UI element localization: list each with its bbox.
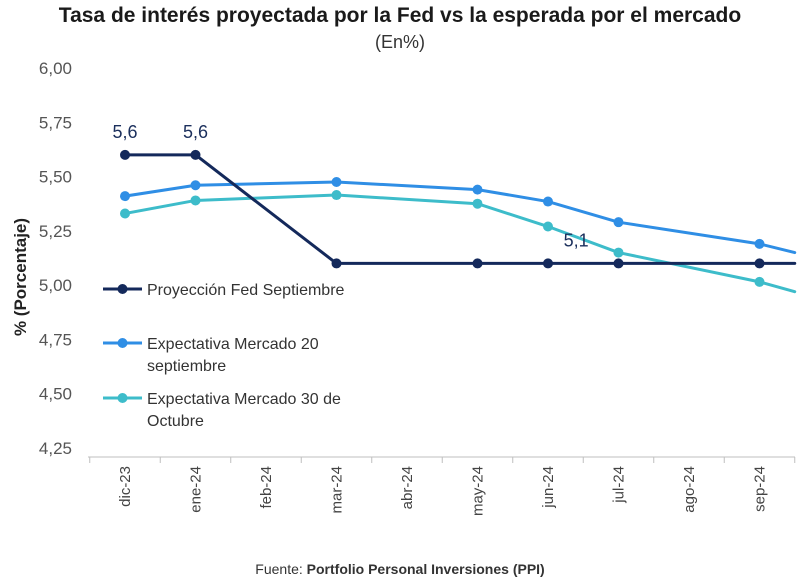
data-point [331, 190, 342, 201]
data-point [613, 258, 624, 269]
data-point [613, 217, 624, 228]
chart-subtitle: (En%) [375, 32, 425, 52]
x-axis: dic-23 ene-24 feb-24 mar-24 abr-24 may-24 jun-… [88, 456, 796, 516]
series-line [123, 153, 797, 265]
x-tick-label: dic-23 [117, 466, 134, 507]
legend-label: Proyección Fed Septiembre [147, 282, 345, 299]
x-tick-label: sep-24 [752, 466, 769, 512]
data-point [543, 221, 553, 232]
data-point [190, 195, 201, 206]
x-tick-label: may-24 [470, 466, 487, 516]
data-label: 5,6 [112, 122, 137, 142]
y-tick-label: 5,50 [39, 168, 72, 187]
data-point [472, 258, 483, 269]
legend-label: Expectativa Mercado 20 [147, 336, 319, 353]
x-tick-label: ago-24 [681, 466, 698, 513]
data-point [543, 258, 553, 269]
data-point [190, 180, 201, 191]
series-line [123, 180, 797, 255]
data-point [120, 191, 130, 202]
data-label: 5,1 [564, 230, 589, 250]
data-point [754, 238, 765, 249]
series-layer [120, 149, 797, 294]
data-point [543, 196, 553, 207]
data-label: 5,6 [183, 122, 208, 142]
legend-label: Octubre [147, 413, 204, 430]
x-tick-label: abr-24 [399, 466, 416, 509]
data-point [472, 198, 483, 209]
legend-swatch-marker [117, 393, 128, 403]
legend-label: Expectativa Mercado 30 de [147, 391, 341, 408]
x-tick-label: feb-24 [258, 466, 275, 509]
data-point [331, 177, 342, 187]
data-point [331, 258, 342, 269]
y-tick-label: 5,75 [39, 113, 72, 132]
data-point [120, 149, 130, 160]
legend-label: septiembre [147, 358, 226, 375]
y-tick-label: 6,00 [39, 59, 72, 78]
x-tick-label: jul-24 [611, 466, 628, 504]
source-prefix: Fuente: [255, 561, 306, 577]
source-note: Fuente: Portfolio Personal Inversiones (… [255, 561, 544, 577]
data-point [190, 149, 201, 160]
y-axis-label: % (Porcentaje) [11, 218, 30, 336]
data-point [613, 247, 624, 258]
chart-title: Tasa de interés proyectada por la Fed vs… [59, 4, 741, 27]
y-axis-ticks: 6,00 5,75 5,50 5,25 5,00 4,75 4,50 4,25 [39, 59, 72, 458]
data-point [754, 258, 765, 269]
series-line [123, 193, 797, 294]
source-name: Portfolio Personal Inversiones (PPI) [307, 561, 545, 577]
legend: Proyección Fed Septiembre Expectativa Mer… [103, 282, 345, 430]
data-labels: 5,6 5,6 5,1 [112, 122, 588, 251]
x-tick-label: jun-24 [540, 466, 557, 509]
y-tick-label: 4,25 [39, 439, 72, 458]
data-point [120, 208, 130, 219]
data-point [472, 184, 483, 195]
y-tick-label: 4,75 [39, 330, 72, 349]
y-tick-label: 5,00 [39, 276, 72, 295]
y-tick-label: 5,25 [39, 222, 72, 241]
x-tick-label: mar-24 [329, 466, 346, 514]
y-tick-label: 4,50 [39, 385, 72, 404]
data-point [754, 276, 765, 287]
legend-swatch-marker [117, 284, 128, 294]
legend-swatch-marker [117, 338, 128, 348]
x-tick-label: ene-24 [188, 466, 205, 513]
